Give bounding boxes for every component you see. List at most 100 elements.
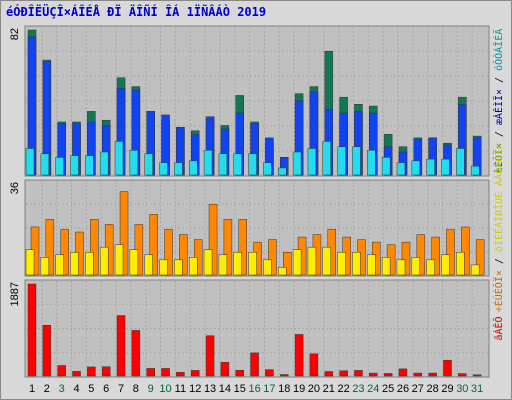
bottom-ymax-label: 1887 bbox=[9, 282, 21, 306]
bottom-bar bbox=[131, 330, 141, 377]
series-label-part: ÷ÉÚÉÔÏ× bbox=[492, 270, 505, 312]
middle-bar bbox=[99, 246, 109, 276]
x-tick-label: 7 bbox=[118, 383, 124, 395]
top-bar bbox=[307, 148, 317, 176]
bottom-bar bbox=[443, 359, 452, 377]
bottom-bar bbox=[235, 370, 244, 377]
top-bar bbox=[248, 153, 257, 176]
top-bar bbox=[55, 157, 64, 176]
middle-bar bbox=[352, 252, 361, 276]
top-bar bbox=[99, 151, 109, 176]
middle-bar bbox=[179, 234, 188, 276]
series-label-part: èÉÔÏ× bbox=[492, 143, 505, 173]
x-tick-label: 10 bbox=[159, 383, 171, 395]
middle-bar bbox=[223, 219, 233, 276]
series-label-part: æÁÊÌÏ× bbox=[492, 89, 505, 125]
top-bar bbox=[426, 158, 435, 176]
bottom-bar bbox=[27, 283, 37, 377]
middle-bar bbox=[283, 252, 292, 276]
top-bar bbox=[233, 153, 242, 176]
middle-bar bbox=[164, 229, 173, 276]
top-bar bbox=[337, 146, 346, 176]
bottom-bar bbox=[383, 373, 393, 377]
bottom-bar bbox=[280, 374, 289, 377]
top-panel: 82 èÉÔÏ× / æÁÊÌÏ× / óÔÒÁÎÉÃ bbox=[9, 25, 505, 177]
bottom-bar bbox=[87, 366, 96, 377]
x-tick-label: 17 bbox=[263, 383, 275, 395]
x-tick-label: 5 bbox=[88, 383, 94, 395]
middle-bar bbox=[475, 239, 485, 276]
x-tick-label: 27 bbox=[412, 383, 424, 395]
middle-bar bbox=[233, 252, 242, 276]
middle-bar bbox=[367, 254, 376, 276]
top-bar bbox=[129, 149, 139, 176]
middle-bar bbox=[401, 241, 411, 276]
middle-bar bbox=[337, 252, 346, 276]
bottom-panel: 1887 âÁÊÔ bbox=[9, 279, 505, 378]
middle-bar bbox=[307, 246, 317, 276]
series-label-part: / bbox=[494, 125, 505, 143]
series-label-part: âÁÊÔ bbox=[492, 316, 505, 340]
top-bar bbox=[367, 149, 376, 176]
top-bar bbox=[470, 165, 480, 176]
x-tick-label: 4 bbox=[73, 383, 79, 395]
top-bar bbox=[25, 148, 35, 176]
bottom-bar bbox=[354, 370, 363, 377]
middle-bar bbox=[456, 252, 465, 276]
top-bar bbox=[40, 153, 50, 176]
middle-bar bbox=[55, 254, 64, 276]
x-tick-label: 16 bbox=[248, 383, 260, 395]
middle-bar bbox=[129, 249, 139, 276]
middle-bar bbox=[85, 252, 94, 276]
middle-bar bbox=[238, 219, 247, 276]
x-tick-label: 15 bbox=[234, 383, 246, 395]
bottom-bar bbox=[398, 368, 408, 377]
middle-bar bbox=[174, 259, 183, 276]
bottom-bar bbox=[458, 373, 467, 377]
top-bar bbox=[352, 146, 361, 176]
top-bar bbox=[70, 155, 79, 176]
top-bar bbox=[159, 162, 168, 176]
bottom-bar bbox=[101, 366, 111, 377]
middle-bar bbox=[268, 239, 277, 276]
middle-bar bbox=[416, 234, 426, 276]
top-bar bbox=[144, 153, 153, 176]
bottom-bar bbox=[309, 353, 319, 377]
x-tick-label: 20 bbox=[308, 383, 320, 395]
top-bar bbox=[278, 167, 287, 176]
middle-bar bbox=[461, 226, 470, 276]
x-tick-label: 26 bbox=[397, 383, 409, 395]
middle-bar bbox=[144, 254, 153, 276]
x-tick-label: 24 bbox=[367, 383, 379, 395]
top-bar bbox=[456, 148, 465, 176]
bottom-bar bbox=[42, 325, 52, 377]
x-tick-label: 30 bbox=[456, 383, 468, 395]
x-tick-label: 23 bbox=[352, 383, 364, 395]
bottom-bar bbox=[294, 334, 304, 377]
x-tick-label: 31 bbox=[471, 383, 483, 395]
bottom-bar bbox=[472, 374, 482, 377]
bottom-bar bbox=[413, 372, 423, 377]
bottom-bar bbox=[116, 315, 126, 377]
middle-bar bbox=[446, 229, 455, 276]
middle-bar bbox=[208, 203, 218, 276]
middle-bar bbox=[263, 259, 272, 276]
middle-ymax-label: 36 bbox=[9, 182, 21, 194]
middle-bar bbox=[381, 257, 391, 276]
top-ymax-label: 82 bbox=[9, 28, 21, 40]
chart-title: éÓÐÎËÜÇÎ×ÁÎÉÅ ÐÏ ÄÎÑÍ ÎÁ 1ÏÑÂÁÒ 2019 bbox=[6, 5, 267, 19]
middle-bar bbox=[149, 214, 158, 276]
x-tick-label: 14 bbox=[219, 383, 231, 395]
bottom-bar bbox=[161, 368, 170, 377]
middle-bar bbox=[248, 252, 257, 276]
middle-bar bbox=[159, 259, 168, 276]
middle-bar bbox=[25, 249, 35, 276]
series-label-part: óÔÒÁÎÉÃ bbox=[492, 29, 505, 71]
bottom-bar bbox=[220, 362, 230, 377]
bottom-bar bbox=[250, 352, 259, 377]
middle-series-label: ÷ÉÚÉÔÏ× / õÎÉËÁÌØÎÙÈ ÁÄÒÅÓÏ× bbox=[492, 144, 505, 313]
middle-bar bbox=[292, 249, 302, 276]
bottom-bar bbox=[339, 370, 348, 377]
x-tick-label: 1 bbox=[29, 383, 35, 395]
